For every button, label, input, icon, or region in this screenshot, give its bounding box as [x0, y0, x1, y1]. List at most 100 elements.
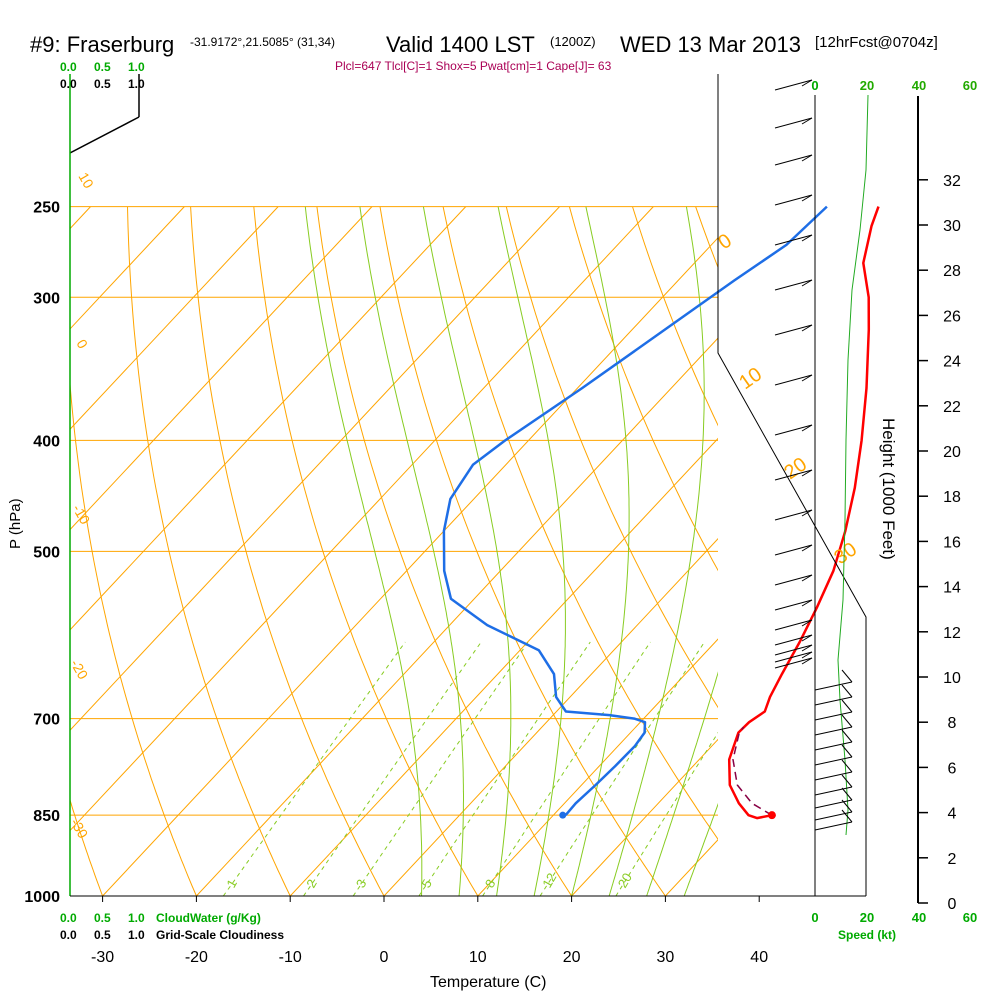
isotherm: [70, 206, 279, 430]
parcel-curve: [732, 726, 773, 816]
wind-barb: [774, 424, 813, 436]
cloudwater-tick-bottom: 1.0: [128, 911, 145, 925]
temperature-curve: [727, 206, 880, 820]
forecast-info: [12hrFcst@0704z]: [815, 34, 938, 51]
mixing-ratio-label: 3: [353, 877, 370, 891]
wind-speed-tick-top: 60: [963, 78, 977, 93]
x-axis-label: Temperature (C): [430, 974, 546, 991]
wind-barb-flag: [841, 714, 853, 728]
cloudiness-line: [70, 116, 140, 154]
x-axis-ticks: -30 -20 -10 0 10 20 30 40: [91, 896, 768, 966]
wind-barb-flag: [841, 759, 853, 773]
dry-adiabat: [632, 206, 718, 427]
wind-barb-flag: [801, 374, 813, 382]
wind-barb-flag: [801, 154, 813, 162]
cloudiness-label: Grid-Scale Cloudiness: [156, 928, 284, 942]
wind-barb-flag: [801, 117, 813, 125]
height-tick-label: 30: [943, 218, 961, 235]
height-tick-label: 22: [943, 399, 961, 416]
isotherm-label: -30: [67, 816, 91, 842]
height-tick-label: 32: [943, 173, 961, 190]
wind-barb-flag: [841, 809, 853, 823]
wind-speed-label: Speed (kt): [838, 928, 896, 942]
dry-adiabat: [505, 206, 718, 709]
moist-adiabat: [304, 206, 423, 896]
wind-speed-tick-top: 0: [811, 78, 818, 93]
wind-barb: [814, 811, 853, 821]
isotherm-label: -10: [69, 502, 93, 528]
wind-barb: [774, 324, 813, 336]
x-tick-label: 0: [380, 949, 389, 966]
cloudwater-tick-top: 0.0: [60, 60, 77, 74]
dry-adiabat: [127, 206, 291, 896]
dewpoint-curve: [442, 205, 828, 817]
wind-barb-flag: [841, 787, 853, 801]
wind-barb: [814, 821, 853, 831]
pressure-tick-label: 1000: [24, 889, 60, 906]
isotherm: [196, 337, 718, 896]
isotherm: [477, 638, 718, 896]
wind-barb-flag: [801, 619, 813, 627]
sounding-series: [442, 205, 880, 820]
x-tick-label: 20: [563, 949, 581, 966]
mixing-ratio-line: [539, 641, 705, 896]
isobar-lines: [70, 206, 718, 897]
y-axis-label: P (hPa): [7, 498, 24, 549]
moist-adiabat: [422, 206, 512, 896]
pressure-tick-label: 500: [33, 544, 60, 561]
cloudwater-tick-top: 1.0: [128, 60, 145, 74]
mixing-ratio-line: [482, 641, 651, 896]
height-tick-label: 18: [943, 489, 961, 506]
wind-barb-flag: [841, 699, 853, 713]
wind-barb-flag: [801, 509, 813, 517]
mixing-ratio-label: 5: [418, 877, 435, 891]
wind-barb: [814, 726, 853, 736]
x-tick-label: -30: [91, 949, 114, 966]
mixing-ratio-label: 1: [223, 877, 240, 891]
isotherm: [383, 538, 718, 896]
station-title: #9: Fraserburg: [30, 32, 174, 57]
moist-adiabat-lines: [304, 206, 718, 896]
height-tick-label: 16: [943, 534, 961, 551]
x-tick-label: 10: [469, 949, 487, 966]
mixing-ratio-label: 20: [615, 870, 635, 890]
wind-barb: [774, 79, 813, 91]
wind-barb: [774, 619, 813, 631]
dry-adiabat: [379, 206, 666, 896]
wind-barb-flag: [801, 634, 813, 642]
wind-barb: [774, 544, 813, 556]
wind-barb-flag: [801, 79, 813, 87]
wind-barb: [774, 117, 813, 129]
wind-barb: [774, 651, 813, 663]
moist-adiabat: [571, 206, 630, 896]
mixing-ratio-line: [418, 641, 591, 896]
wind-barb: [774, 574, 813, 586]
height-tick-label: 6: [948, 760, 957, 777]
height-tick-label: 4: [948, 806, 957, 823]
mixing-ratio-line: [352, 641, 529, 896]
wind-barb-flag: [841, 774, 853, 788]
wind-barb-flag: [801, 651, 813, 659]
isotherm: [70, 206, 560, 731]
wind-barb: [814, 741, 853, 751]
pressure-tick-label: 300: [33, 290, 60, 307]
wind-barb-flag: [841, 729, 853, 743]
wind-barb: [814, 786, 853, 796]
forecast-date: WED 13 Mar 2013: [620, 32, 801, 57]
wind-barb: [774, 154, 813, 166]
height-tick-label: 20: [943, 444, 961, 461]
height-tick-label: 2: [948, 851, 957, 868]
height-axis-label: Height (1000 Feet): [879, 418, 898, 560]
wind-barb-flag: [801, 279, 813, 287]
wind-barb-flag: [801, 194, 813, 202]
pressure-tick-label: 250: [33, 200, 60, 217]
wind-barb: [774, 644, 813, 656]
cloudiness-tick-bottom: 1.0: [128, 928, 145, 942]
dry-adiabat: [253, 206, 479, 896]
wind-speed-tick-bottom: 40: [912, 910, 926, 925]
moist-adiabat: [359, 206, 464, 896]
isotherm-label: 10: [735, 363, 766, 394]
wind-barb: [774, 374, 813, 386]
